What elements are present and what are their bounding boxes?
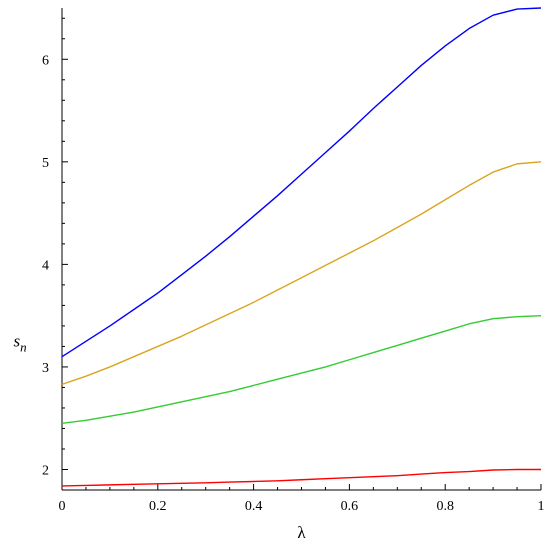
y-axis-label-subscript: n [20, 339, 27, 354]
y-tick-label: 3 [42, 361, 49, 376]
x-tick-label: 0.2 [149, 499, 167, 514]
y-axis-label-main: s [13, 331, 20, 350]
y-tick-label: 5 [42, 156, 49, 171]
axis-labels: λ sn [13, 331, 306, 542]
series-line-4 [61, 468, 541, 487]
x-axis-label: λ [297, 523, 306, 542]
series-line-1 [61, 7, 542, 358]
series-line-2 [61, 161, 542, 386]
x-tick-label: 0.4 [245, 499, 263, 514]
series-layer [61, 7, 542, 487]
axes: 0 0.2 0.4 0.6 0.8 1 2 3 4 5 6 [42, 8, 545, 514]
series-line-3 [61, 314, 542, 425]
x-tick-label: 0.8 [436, 499, 454, 514]
y-tick-label: 2 [42, 463, 49, 478]
x-tick-label: 1 [538, 499, 545, 514]
y-tick-label: 4 [42, 258, 49, 273]
y-axis-label: sn [13, 331, 26, 354]
y-tick-label: 6 [42, 53, 49, 68]
x-tick-label: 0 [59, 499, 66, 514]
x-tick-label: 0.6 [341, 499, 359, 514]
